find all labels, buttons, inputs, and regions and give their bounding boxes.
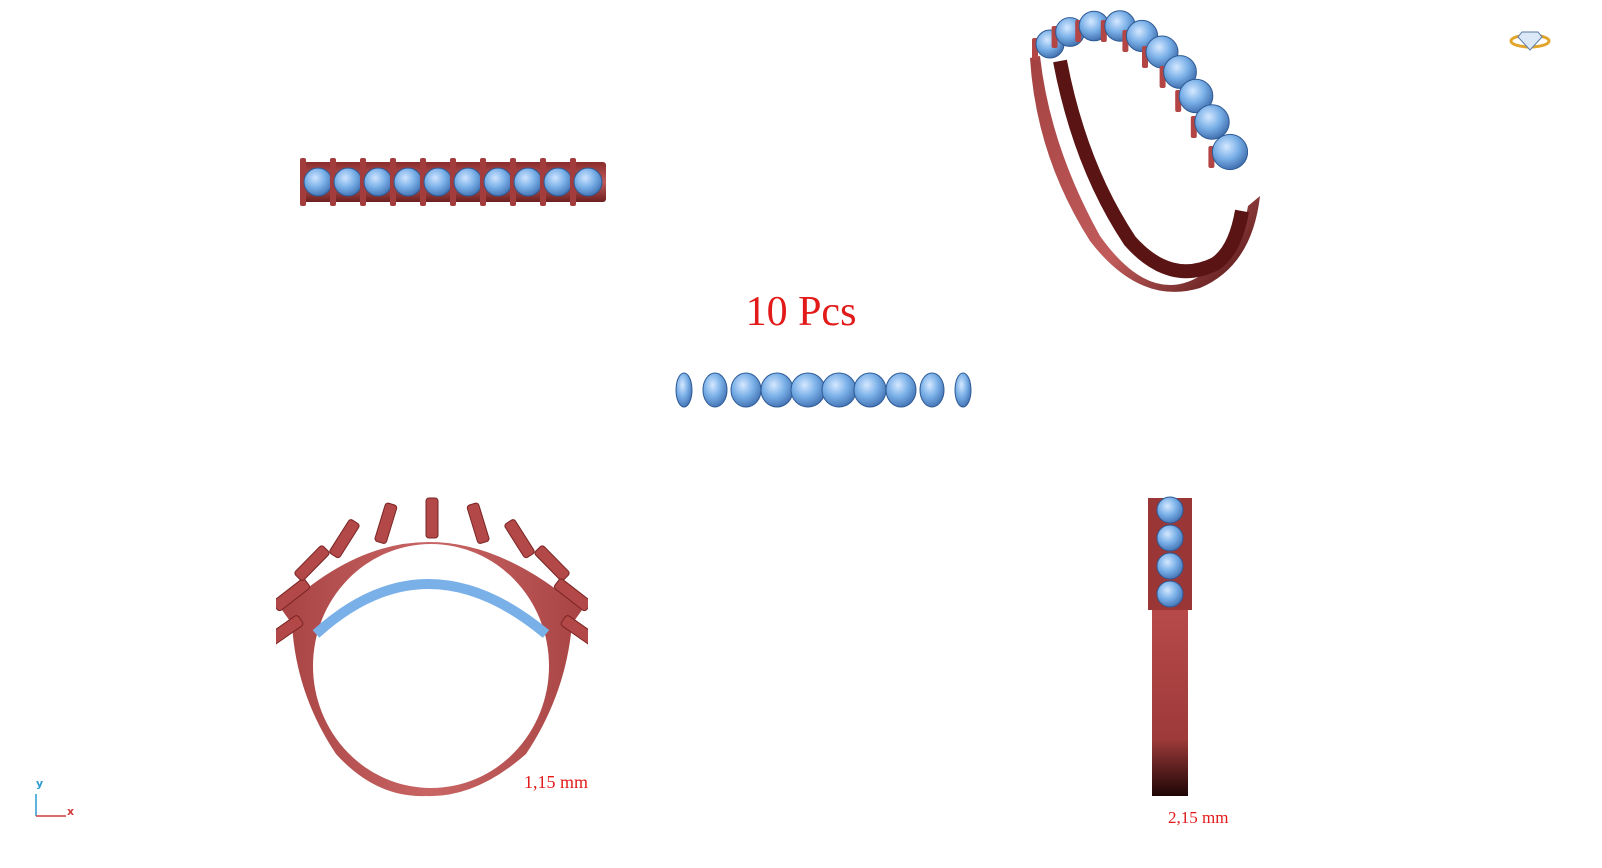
prong xyxy=(466,502,490,544)
front-width-dimension: 1,15 mm xyxy=(524,772,589,792)
prong xyxy=(374,502,398,544)
ring-front-view xyxy=(276,497,588,797)
prong xyxy=(300,158,306,206)
prong xyxy=(420,158,426,206)
prong xyxy=(534,545,570,581)
stone xyxy=(423,167,453,197)
stone xyxy=(1194,104,1230,140)
prong xyxy=(425,497,439,539)
stone xyxy=(393,167,423,197)
stone xyxy=(513,167,543,197)
stone xyxy=(1156,580,1184,608)
ring-perspective-view xyxy=(1030,10,1260,292)
loose-stone xyxy=(675,372,693,408)
stone xyxy=(1156,496,1184,524)
ring-side-view xyxy=(1148,496,1192,796)
prong xyxy=(276,578,311,612)
stone xyxy=(1163,55,1197,89)
prong xyxy=(570,158,576,206)
prong xyxy=(510,158,516,206)
stone xyxy=(1178,78,1214,114)
prong xyxy=(329,519,360,559)
stone xyxy=(1211,133,1249,171)
prong xyxy=(504,519,535,559)
prong xyxy=(390,158,396,206)
loose-stone xyxy=(919,372,945,408)
stone xyxy=(333,167,363,197)
loose-stone xyxy=(702,372,728,408)
loose-stone xyxy=(760,372,794,408)
loose-stone xyxy=(790,372,826,408)
stone xyxy=(453,167,483,197)
prong xyxy=(294,545,330,581)
loose-stones-row xyxy=(675,372,972,408)
prong xyxy=(360,158,366,206)
prong xyxy=(450,158,456,206)
prong xyxy=(553,578,588,612)
loose-stone xyxy=(954,372,972,408)
axis-y-label: y xyxy=(36,777,44,790)
ring-diamond-icon xyxy=(1509,31,1551,51)
loose-stone xyxy=(821,372,857,408)
prong xyxy=(540,158,546,206)
stone xyxy=(543,167,573,197)
axis-x-label: x xyxy=(67,805,75,818)
ring-top-view xyxy=(300,158,606,206)
piece-count-label: 10 Pcs xyxy=(745,289,857,335)
axis-indicator xyxy=(35,794,66,817)
stone xyxy=(573,167,603,197)
stone xyxy=(363,167,393,197)
stone xyxy=(303,167,333,197)
loose-stone xyxy=(885,372,917,408)
loose-stone xyxy=(853,372,887,408)
prong xyxy=(276,615,304,647)
prong xyxy=(330,158,336,206)
stone xyxy=(483,167,513,197)
stone xyxy=(1156,552,1184,580)
prong xyxy=(480,158,486,206)
stone xyxy=(1156,524,1184,552)
side-width-dimension: 2,15 mm xyxy=(1168,808,1229,827)
loose-stone xyxy=(730,372,762,408)
prong xyxy=(560,615,588,647)
